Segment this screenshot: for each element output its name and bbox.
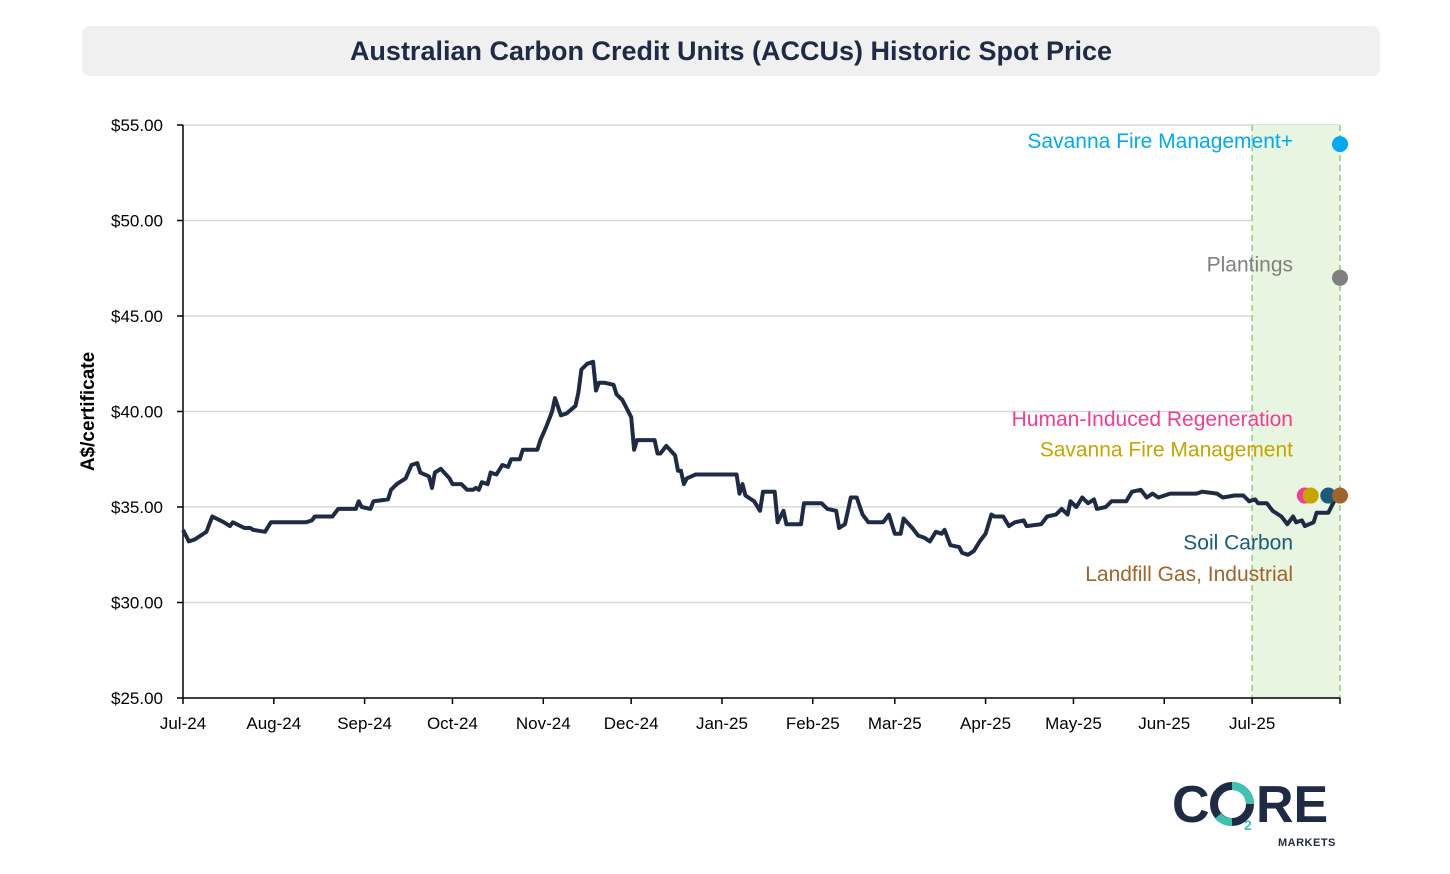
- svg-text:C: C: [1172, 776, 1210, 834]
- y-tick-label: $55.00: [111, 116, 163, 135]
- method-marker: [1332, 136, 1348, 153]
- x-tick-labels: Jul-24 Aug-24 Sep-24 Oct-24 Nov-24 Dec-24 Jan-…: [160, 714, 1275, 733]
- highlight-edges: [1251, 125, 1341, 698]
- x-tick-label: May-25: [1045, 714, 1102, 733]
- x-tick-label: Jul-24: [160, 714, 206, 733]
- x-tick-label: Oct-24: [427, 714, 478, 733]
- logo-sub: MARKETS: [1278, 837, 1336, 849]
- logo-mark: C 2 RE MARKETS: [1172, 776, 1336, 849]
- x-tick-label: Aug-24: [246, 714, 301, 733]
- svg-text:RE: RE: [1256, 776, 1328, 834]
- method-labels: Savanna Fire Management+ Plantings Human-I…: [1012, 130, 1294, 586]
- method-label: Savanna Fire Management: [1040, 439, 1293, 462]
- core-markets-logo: C 2 RE MARKETS: [1168, 772, 1348, 852]
- x-tick-label: Jul-25: [1229, 714, 1275, 733]
- x-tick-label: Apr-25: [960, 714, 1011, 733]
- method-markers: [1296, 136, 1348, 504]
- x-tick-label: Nov-24: [516, 714, 571, 733]
- svg-text:2: 2: [1244, 817, 1252, 833]
- y-tick-label: $25.00: [111, 689, 163, 708]
- method-label: Human-Induced Regeneration: [1012, 408, 1293, 431]
- method-marker: [1332, 487, 1348, 504]
- y-tick-label: $30.00: [111, 594, 163, 613]
- method-label: Landfill Gas, Industrial: [1085, 563, 1293, 586]
- chart-title: Australian Carbon Credit Units (ACCUs) H…: [349, 35, 1113, 66]
- x-tick-label: Mar-25: [868, 714, 922, 733]
- grid-lines: [183, 124, 1340, 604]
- method-marker: [1332, 269, 1348, 286]
- x-tick-label: Dec-24: [604, 714, 659, 733]
- highlight-region: [1252, 125, 1340, 698]
- y-tick-label: $40.00: [111, 403, 163, 422]
- y-tick-labels: $25.00 $30.00 $35.00 $40.00 $45.00 $50.00 $55.…: [111, 116, 163, 708]
- x-tick-label: Sep-24: [337, 714, 392, 733]
- y-tick-label: $35.00: [111, 498, 163, 517]
- x-tick-label: Jan-25: [696, 714, 748, 733]
- method-marker: [1302, 487, 1319, 504]
- axes: [177, 124, 1341, 704]
- x-tick-label: Feb-25: [786, 714, 840, 733]
- x-tick-label: Jun-25: [1138, 714, 1190, 733]
- y-axis-label: A$/certificate: [78, 352, 99, 471]
- chart-title-bar: Australian Carbon Credit Units (ACCUs) H…: [82, 26, 1380, 76]
- method-label: Soil Carbon: [1183, 531, 1293, 554]
- method-label: Plantings: [1207, 253, 1293, 276]
- series-line-accu-spot: [181, 359, 1339, 557]
- method-marker: [1320, 487, 1337, 504]
- y-tick-label: $45.00: [111, 307, 163, 326]
- method-label: Savanna Fire Management+: [1027, 130, 1293, 153]
- y-tick-label: $50.00: [111, 212, 163, 231]
